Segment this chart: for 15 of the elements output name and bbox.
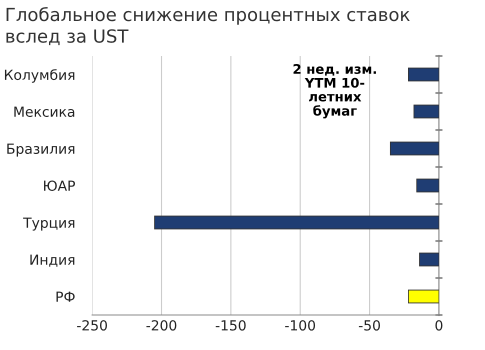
x-tick-label: -250 [77, 320, 107, 331]
x-tick-label: -100 [285, 320, 316, 331]
y-tick-label: Индия [30, 254, 74, 267]
y-tick-label: Колумбия [4, 69, 74, 83]
y-tick-label: Турция [23, 218, 74, 231]
chart-title: Глобальное снижение процентных ставок вслед за UST [6, 7, 410, 46]
y-tick-label: ЮАР [44, 180, 76, 191]
x-tick-label: 0 [435, 320, 442, 331]
x-tick-label: -150 [216, 320, 246, 331]
annotation: 2 нед. изм. YTM 10- летних бумаг [294, 64, 376, 118]
y-tick-label: Мексика [14, 106, 74, 117]
x-tick-label: -200 [146, 320, 176, 331]
y-tick-label: РФ [56, 292, 75, 302]
x-tick-label: -50 [358, 320, 380, 331]
y-tick-label: Бразилия [7, 144, 74, 157]
